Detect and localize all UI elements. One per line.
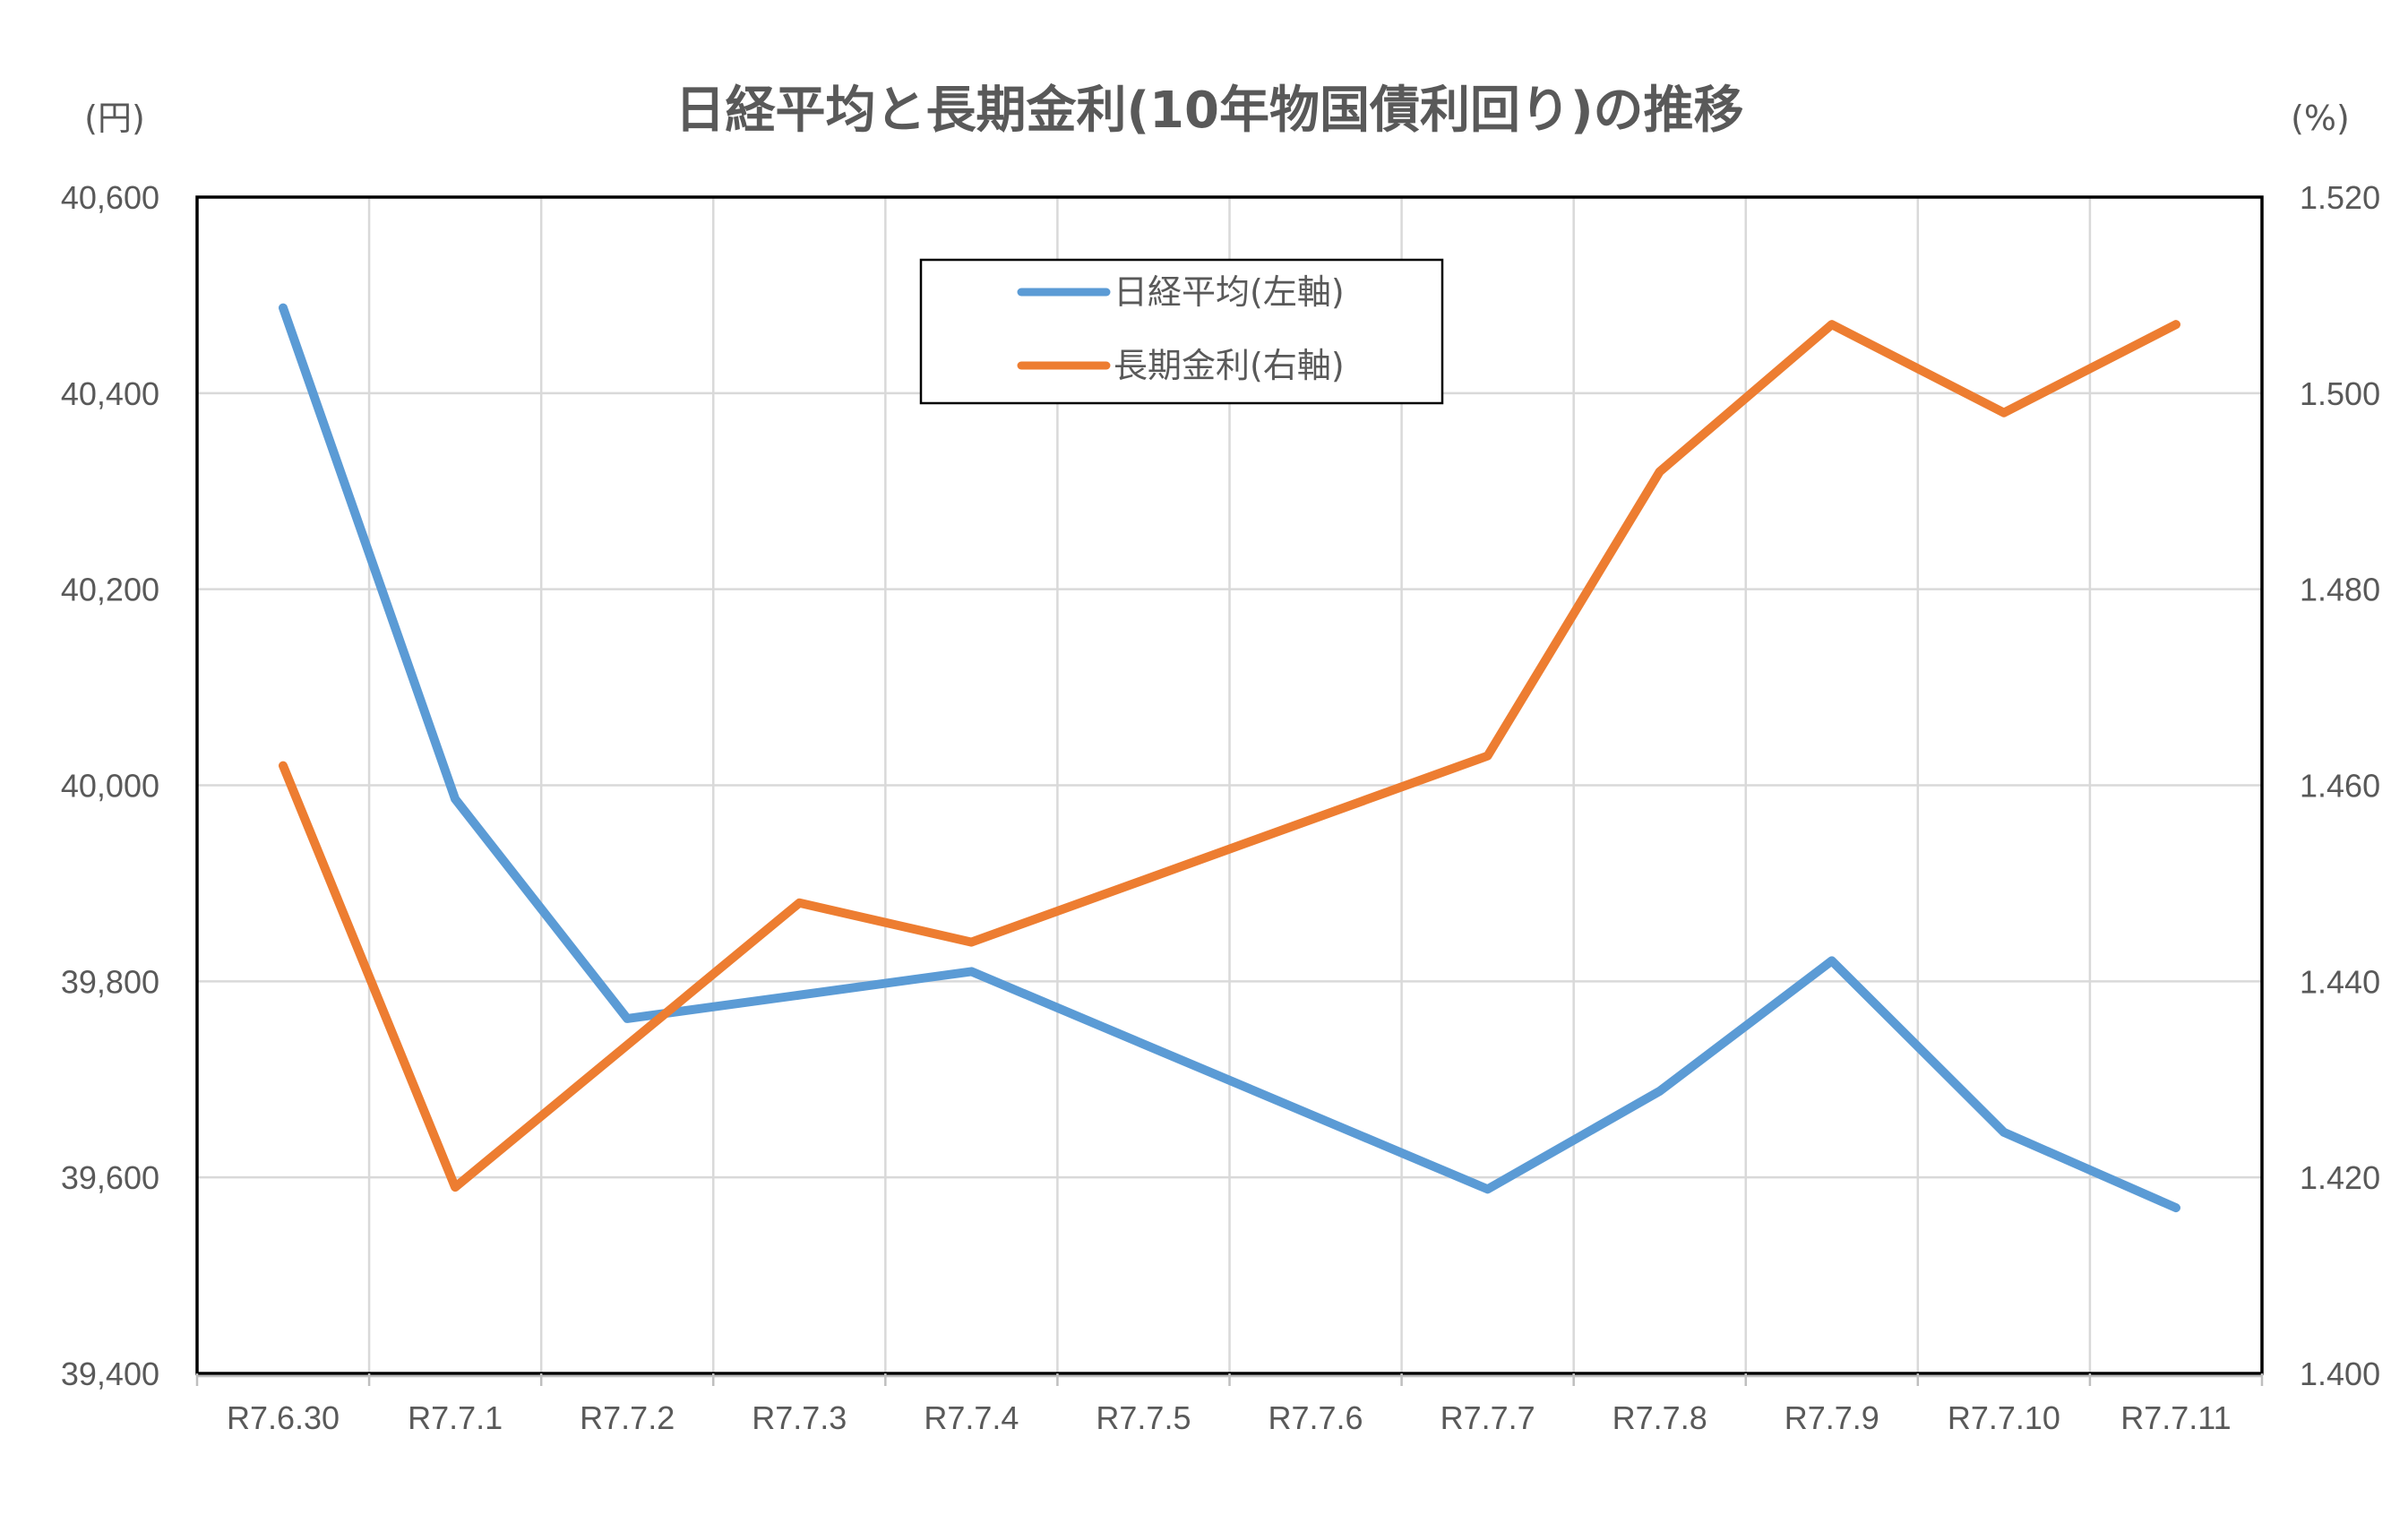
left-tick-label: 40,200	[61, 572, 159, 608]
left-axis-ticks: 39,400 39,600 39,800 40,000 40,200 40,400 40,6…	[61, 179, 159, 1392]
right-tick-label: 1.460	[2300, 768, 2380, 805]
left-tick-label: 39,400	[61, 1356, 159, 1392]
right-axis-unit: (%)	[2291, 99, 2350, 138]
legend: 日経平均(左軸) 長期金利(右軸)	[919, 258, 1444, 405]
right-tick-label: 1.400	[2300, 1356, 2380, 1392]
right-tick-label: 1.480	[2300, 572, 2380, 608]
x-tick-label: R7.7.10	[1948, 1399, 2060, 1436]
x-tick-label: R7.7.9	[1784, 1399, 1879, 1436]
right-tick-label: 1.500	[2300, 375, 2380, 412]
right-tick-label: 1.420	[2300, 1159, 2380, 1196]
x-tick-label: R7.6.30	[227, 1399, 340, 1436]
legend-label-nikkei: 日経平均(左軸)	[1114, 272, 1345, 312]
series-line-nikkei	[279, 303, 2180, 1213]
x-tick-label: R7.7.1	[408, 1399, 503, 1436]
axes	[195, 195, 2264, 1386]
x-tick-label: R7.7.6	[1268, 1399, 1363, 1436]
series-layer	[279, 303, 2180, 1213]
x-tick-label: R7.7.5	[1096, 1399, 1191, 1436]
legend-label-jgb: 長期金利(右軸)	[1114, 346, 1345, 385]
right-tick-label: 1.520	[2300, 179, 2380, 216]
chart-title: 日経平均と長期金利(10年物国債利回り)の推移	[675, 82, 1743, 140]
x-tick-label: R7.7.2	[580, 1399, 675, 1436]
left-tick-label: 39,600	[61, 1159, 159, 1196]
left-tick-label: 39,800	[61, 963, 159, 1000]
right-tick-label: 1.440	[2300, 963, 2380, 1000]
left-tick-label: 40,400	[61, 375, 159, 412]
legend-box	[919, 258, 1444, 405]
x-tick-label: R7.7.3	[752, 1399, 847, 1436]
x-tick-label: R7.7.11	[2120, 1399, 2231, 1436]
right-axis-ticks: 1.400 1.420 1.440 1.460 1.480 1.500 1.520	[2300, 179, 2380, 1392]
left-axis-unit: (円)	[84, 99, 145, 138]
x-tick-label: R7.7.8	[1612, 1399, 1707, 1436]
x-tick-label: R7.7.4	[924, 1399, 1019, 1436]
x-axis-ticks: R7.6.30 R7.7.1 R7.7.2 R7.7.3 R7.7.4 R7.7.5 R7.…	[227, 1399, 2232, 1436]
left-tick-label: 40,600	[61, 179, 159, 216]
x-tick-label: R7.7.7	[1440, 1399, 1535, 1436]
series-line-jgb	[279, 320, 2180, 1192]
left-tick-label: 40,000	[61, 768, 159, 805]
